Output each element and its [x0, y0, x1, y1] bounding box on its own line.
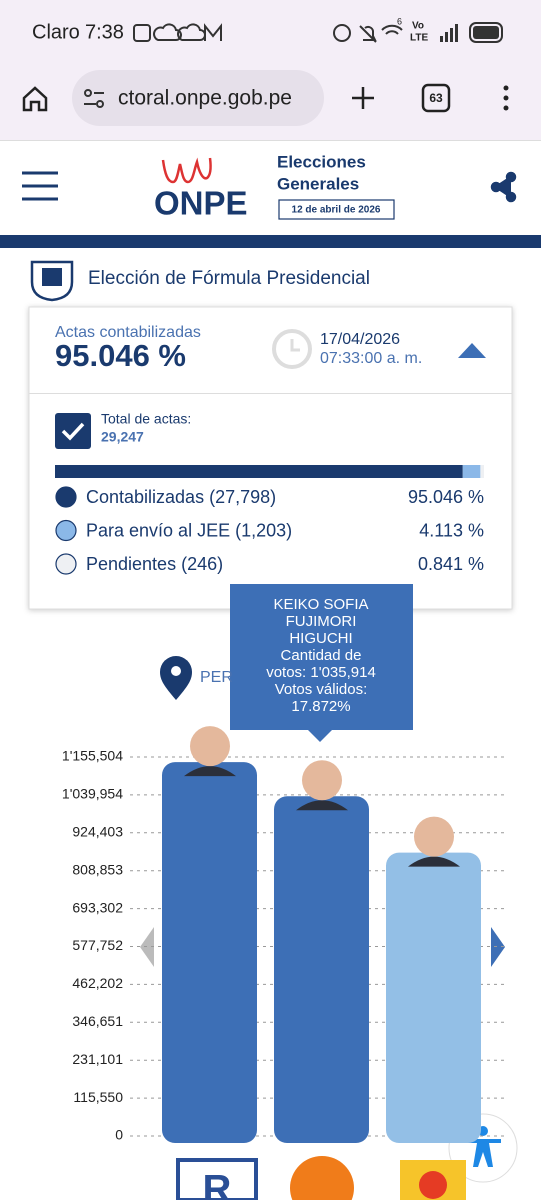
candidate-suit [184, 766, 236, 777]
party-logo [176, 1158, 258, 1200]
y-tick-label: 0 [115, 1127, 123, 1143]
legend-dot [55, 519, 77, 542]
y-tick-label: 808,853 [72, 861, 123, 877]
tooltip-arrow [308, 730, 332, 742]
y-tick-label: 1'155,504 [62, 748, 123, 764]
tabs-button[interactable] [421, 83, 451, 113]
menu-button[interactable] [503, 85, 509, 111]
summary-card [28, 306, 513, 610]
legend-label: Pendientes (246) [86, 554, 223, 574]
progress-segment [55, 465, 463, 478]
net-label: Vo [412, 21, 424, 32]
y-tick-label: 577,752 [72, 937, 123, 953]
logo: ONPE [154, 185, 248, 222]
legend-percent: 0.841 % [418, 554, 484, 574]
party-logo-sun [419, 1171, 447, 1199]
candidate-suit [408, 856, 460, 867]
y-tick-label: 231,101 [72, 1051, 123, 1067]
tooltip-line: Cantidad de [281, 647, 362, 664]
signal [440, 24, 458, 42]
total-value: 29,247 [101, 429, 144, 445]
actas-label: Actas contabilizadas [55, 324, 201, 341]
legend-dot [55, 553, 77, 575]
tooltip-line: HIGUCHI [289, 630, 352, 647]
tooltip-line: votos: 1'035,914 [266, 664, 376, 681]
section-title: Elección de Fórmula Presidencial [88, 268, 370, 289]
total-label: Total de actas: [101, 411, 191, 427]
battery [469, 22, 503, 43]
candidate-face [414, 816, 454, 857]
header-band [0, 235, 541, 248]
actas-icon [55, 413, 91, 449]
legend-percent: 95.046 % [408, 487, 484, 507]
bar [386, 852, 481, 1143]
y-tick-label: 924,403 [72, 824, 123, 840]
divider [0, 140, 541, 141]
y-tick-label: 346,651 [72, 1013, 123, 1029]
logo-mark [161, 157, 212, 184]
tab-count: 63 [429, 91, 443, 105]
emblem-shield [42, 268, 62, 286]
next-arrow[interactable] [491, 927, 505, 967]
date-box [278, 199, 395, 220]
carrier: Claro [32, 21, 80, 43]
y-tick-label: 462,202 [72, 975, 123, 991]
progress-segment [480, 465, 484, 478]
y-tick-label: 115,550 [73, 1089, 123, 1105]
candidate-face [190, 726, 230, 767]
site-settings-icon[interactable] [84, 89, 104, 108]
tooltip-line: Votos válidos: [275, 681, 368, 698]
party-logo [290, 1156, 354, 1200]
clock: 7:38 [85, 21, 124, 43]
collapse-button[interactable] [458, 343, 486, 358]
url-bar[interactable] [72, 70, 324, 126]
share-button[interactable] [490, 171, 517, 203]
tooltip-line: FUJIMORI [286, 613, 357, 630]
legend-label: Contabilizadas (27,798) [86, 487, 276, 507]
tooltip-box [230, 584, 413, 730]
net-label: LTE [410, 33, 428, 44]
legend-label: Para envío al JEE (1,203) [86, 520, 292, 540]
progress-segment [462, 465, 481, 478]
bar [274, 796, 369, 1143]
header-title: Elecciones [277, 152, 366, 171]
candidate-suit [296, 800, 348, 811]
bar [162, 762, 257, 1143]
url[interactable]: ctoral.onpe.gob.pe [118, 87, 292, 110]
home-button[interactable] [22, 86, 48, 112]
legend-percent: 4.113 % [419, 520, 484, 540]
header-title: Generales [277, 174, 359, 193]
actas-percent: 95.046 % [55, 338, 186, 373]
update-date: 17/04/2026 [320, 331, 400, 348]
check [61, 422, 85, 441]
tooltip-line: 17.872% [291, 698, 350, 715]
candidate-face [302, 760, 342, 801]
party-logo-mark: R [203, 1168, 232, 1200]
net-label: 6 [397, 16, 402, 26]
hamburger[interactable] [22, 171, 58, 201]
update-time: 07:33:00 a. m. [320, 350, 422, 367]
location-pin [160, 656, 192, 700]
battery-level [473, 26, 499, 39]
pin-hole [171, 666, 181, 676]
region: PER [200, 669, 233, 686]
legend-dot [55, 486, 77, 508]
election-date: 12 de abril de 2026 [292, 205, 381, 216]
divider [29, 393, 512, 394]
tooltip-line: KEIKO SOFIA [273, 596, 368, 613]
y-tick-label: 1'039,954 [62, 786, 123, 802]
clock-icon [272, 329, 312, 369]
status-icons [133, 23, 403, 43]
emblem [30, 260, 74, 302]
clock-hands [290, 339, 300, 352]
y-tick-label: 693,302 [72, 899, 123, 915]
new-tab[interactable] [352, 87, 374, 109]
